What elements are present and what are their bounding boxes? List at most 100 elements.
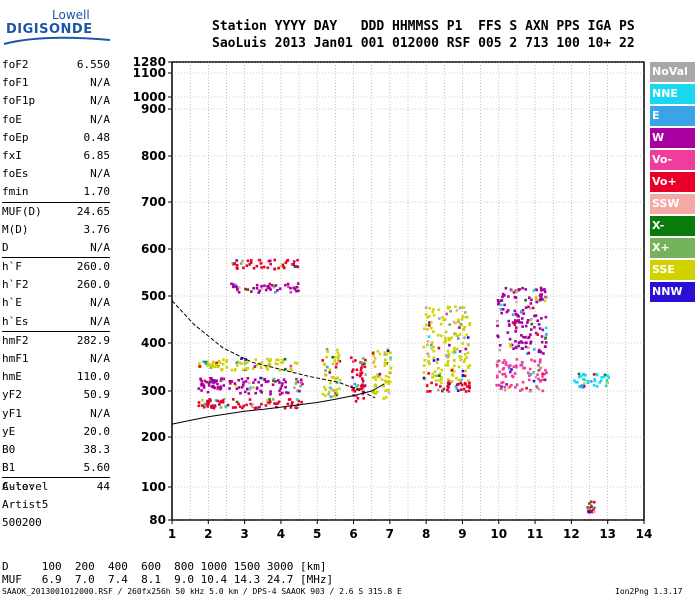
echo-point	[234, 285, 237, 288]
echo-point	[321, 359, 324, 362]
echo-point	[461, 369, 465, 373]
echo-point	[260, 287, 264, 291]
param-value: 1.70	[83, 185, 111, 199]
echo-point	[444, 330, 448, 334]
echo-point	[387, 382, 391, 385]
echo-point	[371, 391, 375, 394]
echo-point	[501, 292, 505, 296]
echo-point	[587, 507, 590, 511]
echo-point	[378, 352, 382, 356]
echo-point	[234, 406, 237, 409]
echo-point	[264, 404, 268, 407]
echo-point	[222, 398, 226, 401]
param-value: N/A	[90, 112, 110, 126]
echo-point	[253, 378, 257, 382]
echo-point	[247, 392, 251, 395]
echo-point	[222, 384, 226, 387]
legend-item: NNE	[650, 84, 695, 104]
echo-point	[539, 358, 542, 361]
echo-point	[501, 381, 505, 384]
echo-point	[242, 381, 245, 384]
echo-point	[260, 285, 263, 288]
echo-point	[296, 258, 299, 262]
echo-point	[435, 383, 438, 386]
echo-point	[289, 291, 293, 294]
echo-point	[323, 363, 327, 367]
echo-point	[580, 384, 584, 387]
echo-point	[428, 362, 431, 366]
echo-point	[447, 352, 451, 356]
echo-point	[224, 405, 228, 409]
echo-point	[524, 288, 527, 291]
echo-point	[424, 313, 428, 316]
echo-point	[254, 391, 257, 395]
echo-point	[515, 358, 519, 361]
echo-point	[228, 380, 232, 383]
echo-point	[246, 367, 250, 370]
echo-point	[242, 404, 245, 408]
echo-point	[268, 259, 272, 262]
echo-point	[461, 374, 465, 377]
echo-point	[500, 311, 503, 315]
echo-point	[213, 405, 217, 408]
echo-point	[532, 371, 535, 374]
echo-point	[273, 402, 276, 405]
echo-point	[508, 337, 512, 341]
echo-point	[207, 384, 211, 387]
param-value: 3.76	[83, 222, 111, 236]
param-value: N/A	[90, 240, 110, 254]
echo-point	[503, 388, 507, 392]
param-label: MUF(D)	[2, 204, 42, 218]
echo-point	[290, 263, 294, 266]
param-label: hmE	[2, 370, 22, 384]
param-separator	[2, 477, 110, 479]
echo-point	[448, 343, 451, 347]
echo-point	[510, 368, 513, 371]
echo-point	[276, 402, 280, 405]
echo-point	[465, 333, 468, 337]
echo-point	[459, 322, 462, 326]
echo-point	[231, 262, 235, 265]
echo-point	[384, 358, 387, 361]
echo-point	[535, 300, 539, 304]
echo-point	[279, 361, 283, 364]
echo-point	[272, 377, 276, 381]
echo-point	[214, 365, 217, 368]
echo-point	[292, 286, 295, 290]
echo-point	[437, 367, 440, 370]
echo-point	[432, 313, 436, 317]
echo-point	[503, 372, 507, 376]
echo-point	[388, 371, 392, 374]
echo-point	[498, 344, 502, 347]
echo-point	[255, 363, 259, 367]
echo-point	[462, 387, 466, 391]
logo-swoosh-icon	[3, 36, 111, 45]
echo-point	[285, 391, 288, 394]
echo-point	[600, 376, 603, 379]
param-separator	[2, 257, 110, 259]
echo-point	[242, 383, 245, 387]
echo-point	[426, 328, 429, 331]
echo-point	[544, 335, 547, 339]
station-header: Station YYYY DAY DDD HHMMSS P1 FFS S AXN…	[212, 18, 635, 52]
echo-point	[239, 262, 243, 265]
echo-point	[462, 306, 466, 309]
echo-point	[258, 405, 261, 409]
plot-grid	[172, 61, 644, 521]
echo-point	[537, 350, 541, 353]
echo-point	[513, 323, 516, 327]
param-label: foF1	[2, 76, 29, 90]
header-line-1: Station YYYY DAY DDD HHMMSS P1 FFS S AXN…	[212, 19, 635, 34]
echo-point	[514, 329, 518, 333]
echo-point	[232, 285, 235, 289]
echo-point	[510, 343, 514, 347]
echo-point	[383, 361, 387, 364]
echo-point	[425, 323, 428, 327]
echo-point	[464, 347, 468, 351]
echo-point	[436, 358, 440, 361]
echo-point	[537, 377, 540, 381]
echo-point	[446, 364, 450, 367]
echo-point	[526, 371, 530, 375]
echo-point	[328, 386, 332, 390]
